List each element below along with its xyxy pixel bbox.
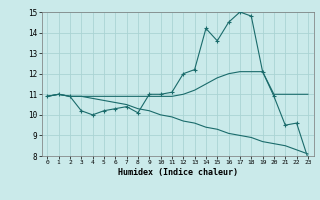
X-axis label: Humidex (Indice chaleur): Humidex (Indice chaleur): [118, 168, 237, 177]
